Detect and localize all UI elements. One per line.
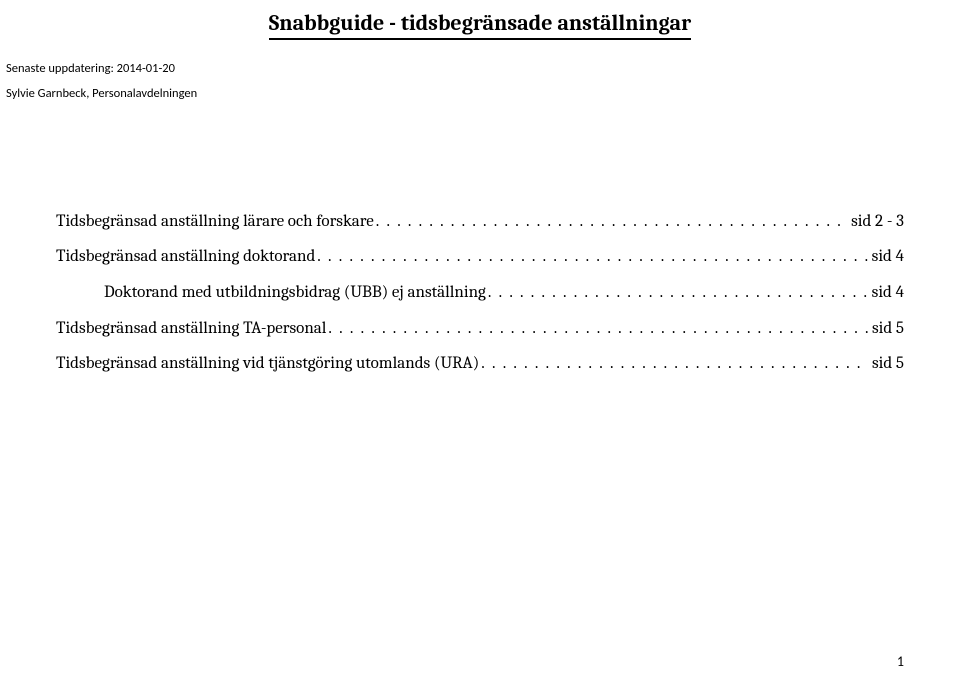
toc-page: sid 4	[868, 239, 904, 275]
toc-leader	[486, 275, 868, 311]
toc-label: Tidsbegränsad anställning lärare och for…	[56, 204, 374, 240]
toc-page: sid 5	[868, 346, 904, 382]
toc-leader	[315, 239, 867, 275]
page-title: Snabbguide - tidsbegränsade anställninga…	[269, 10, 691, 40]
toc-page: sid 4	[868, 275, 904, 311]
toc-label: Tidsbegränsad anställning TA-personal	[56, 311, 326, 347]
toc-label: Tidsbegränsad anställning doktorand	[56, 239, 315, 275]
toc-item: Tidsbegränsad anställning TA-personal si…	[56, 311, 904, 347]
toc-leader	[374, 204, 847, 240]
toc-page: sid 2 - 3	[847, 204, 904, 240]
toc-label: Tidsbegränsad anställning vid tjänstgöri…	[56, 346, 479, 382]
meta-block: Senaste uppdatering: 2014-01-20 Sylvie G…	[6, 60, 904, 104]
toc-leader	[326, 311, 868, 347]
table-of-contents: Tidsbegränsad anställning lärare och for…	[56, 204, 904, 382]
toc-leader	[479, 346, 868, 382]
title-container: Snabbguide - tidsbegränsade anställninga…	[56, 10, 904, 40]
toc-item: Tidsbegränsad anställning doktorand sid …	[56, 239, 904, 275]
toc-label: Doktorand med utbildningsbidrag (UBB) ej…	[104, 275, 486, 311]
document-page: Snabbguide - tidsbegränsade anställninga…	[0, 0, 960, 688]
toc-item: Tidsbegränsad anställning lärare och for…	[56, 204, 904, 240]
page-number: 1	[897, 653, 904, 670]
updated-line: Senaste uppdatering: 2014-01-20	[6, 60, 904, 79]
toc-item: Tidsbegränsad anställning vid tjänstgöri…	[56, 346, 904, 382]
toc-page: sid 5	[868, 311, 904, 347]
author-line: Sylvie Garnbeck, Personalavdelningen	[6, 85, 904, 104]
toc-item: Doktorand med utbildningsbidrag (UBB) ej…	[56, 275, 904, 311]
